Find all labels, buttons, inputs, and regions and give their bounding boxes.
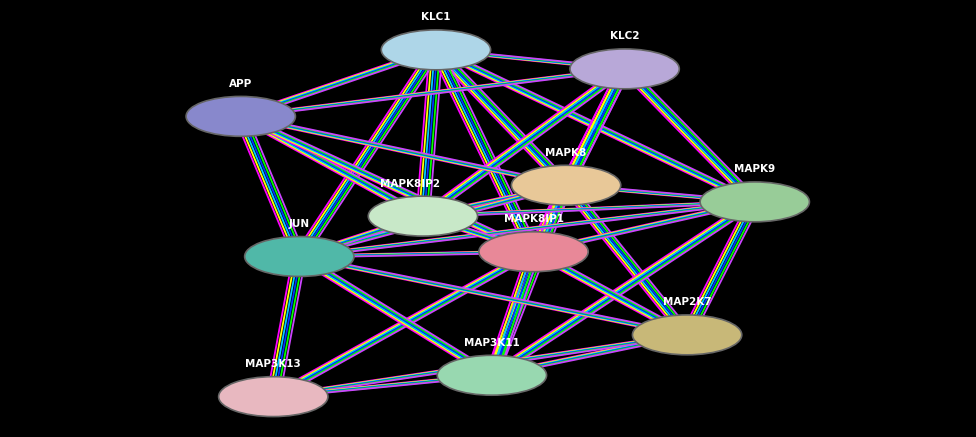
Circle shape <box>382 30 491 70</box>
Text: MAP2K7: MAP2K7 <box>663 297 712 307</box>
Text: KLC1: KLC1 <box>422 12 451 22</box>
Circle shape <box>511 165 621 205</box>
Text: MAPK8IP1: MAPK8IP1 <box>504 214 563 224</box>
Circle shape <box>632 315 742 355</box>
Circle shape <box>700 182 809 222</box>
Text: KLC2: KLC2 <box>610 31 639 42</box>
Text: APP: APP <box>229 79 253 89</box>
Circle shape <box>570 49 679 89</box>
Circle shape <box>219 377 328 416</box>
Text: MAP3K13: MAP3K13 <box>245 359 302 369</box>
Circle shape <box>437 355 547 395</box>
Text: JUN: JUN <box>289 219 309 229</box>
Circle shape <box>186 97 296 136</box>
Text: MAPK8: MAPK8 <box>546 148 587 158</box>
Text: MAPK8IP2: MAPK8IP2 <box>380 179 440 189</box>
Text: MAP3K11: MAP3K11 <box>464 338 520 348</box>
Circle shape <box>368 196 477 236</box>
Text: MAPK9: MAPK9 <box>734 164 775 174</box>
Circle shape <box>245 236 354 277</box>
Circle shape <box>479 232 589 272</box>
